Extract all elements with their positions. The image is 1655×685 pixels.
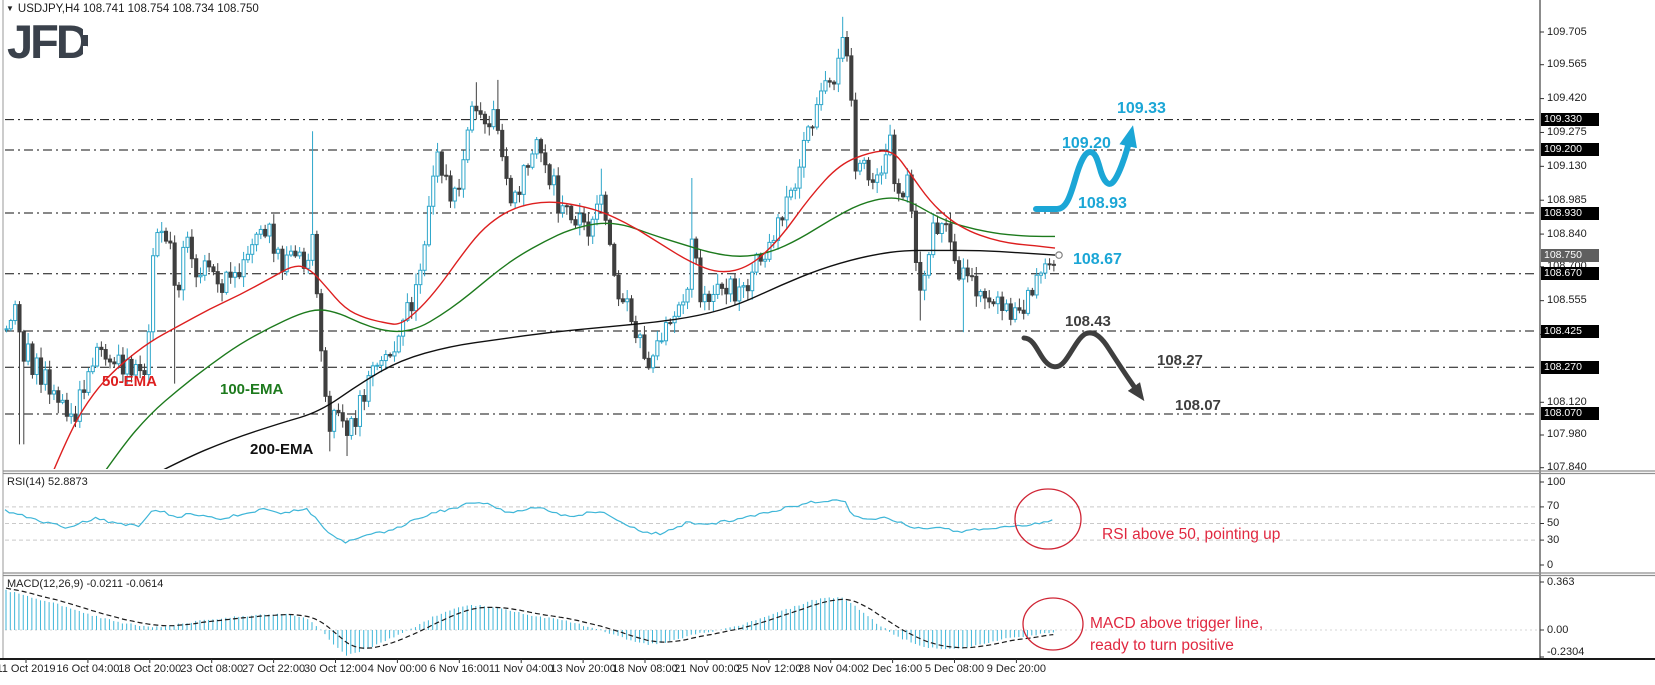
target-price-label: 109.20 <box>1062 135 1111 152</box>
x-axis-label: 11 Nov 04:00 <box>488 663 554 675</box>
price-level-box: 108.270 <box>1541 360 1599 374</box>
x-axis-label: 25 Nov 12:00 <box>736 663 802 675</box>
price-tick-label: 108.840 <box>1547 227 1587 240</box>
rsi-annotation-note: RSI above 50, pointing up <box>1102 526 1281 543</box>
rsi-tick-label: 70 <box>1547 500 1560 513</box>
price-level-box: 109.330 <box>1541 113 1599 127</box>
x-axis-label: 2 Dec 16:00 <box>862 663 923 675</box>
downside-price-label: 108.43 <box>1065 313 1111 330</box>
x-axis-label: 4 Nov 00:00 <box>367 663 428 675</box>
x-axis-label: 6 Nov 16:00 <box>429 663 489 675</box>
ema100-label: 100-EMA <box>220 381 284 398</box>
macd-header: MACD(12,26,9) -0.0211 -0.0614 <box>7 578 164 590</box>
x-axis-label: 21 Nov 00:00 <box>674 663 740 675</box>
current-price-box: 108.750 <box>1541 248 1599 262</box>
macd-annotation-note-line1: MACD above trigger line, <box>1090 615 1264 632</box>
price-level-box: 108.930 <box>1541 206 1599 220</box>
rsi-header: RSI(14) 52.8873 <box>7 476 88 488</box>
price-tick-label: 108.120 <box>1547 395 1587 408</box>
ema200-label: 200-EMA <box>250 441 314 458</box>
target-price-label: 108.93 <box>1078 195 1127 212</box>
x-axis-label: 16 Oct 04:00 <box>56 663 120 675</box>
rsi-tick-label: 50 <box>1547 517 1560 529</box>
rsi-tick-label: 0 <box>1547 558 1554 571</box>
collapse-chevron-icon[interactable]: ▼ <box>6 4 14 13</box>
price-tick-label: 109.420 <box>1547 92 1587 105</box>
price-level-box: 108.070 <box>1541 407 1599 421</box>
price-tick-label: 107.840 <box>1547 461 1587 474</box>
rsi-tick-label: 100 <box>1547 475 1566 488</box>
symbol-ohlc-text: USDJPY,H4 108.741 108.754 108.734 108.75… <box>17 3 259 15</box>
price-level-box: 108.425 <box>1541 324 1599 338</box>
macd-tick-label: 0.363 <box>1547 575 1575 588</box>
x-axis-label: 9 Dec 20:00 <box>986 663 1047 675</box>
macd-annotation-note-line2: ready to turn positive <box>1090 637 1234 654</box>
price-tick-label: 109.705 <box>1547 25 1587 38</box>
target-price-label: 109.33 <box>1117 100 1166 117</box>
rsi-tick-label: 30 <box>1547 533 1560 546</box>
jfd-logo: JFD <box>7 14 90 69</box>
x-axis-label: 23 Oct 08:00 <box>180 663 244 675</box>
downside-price-label: 108.27 <box>1157 352 1203 369</box>
macd-tick-label: 0.00 <box>1547 623 1569 636</box>
jfd-logo-text: JFD <box>7 15 90 68</box>
price-tick-label: 109.130 <box>1547 159 1587 172</box>
x-axis-label: 18 Nov 08:00 <box>612 663 678 675</box>
target-price-label: 108.67 <box>1073 251 1122 268</box>
price-level-box: 109.200 <box>1541 143 1599 157</box>
price-tick-label: 108.555 <box>1547 294 1587 307</box>
price-level-box: 108.670 <box>1541 267 1599 281</box>
x-axis-label: 28 Nov 04:00 <box>797 663 864 675</box>
symbol-header: ▼ USDJPY,H4 108.741 108.754 108.734 108.7… <box>6 3 259 15</box>
x-axis-label: 13 Nov 20:00 <box>550 663 616 675</box>
price-tick-label: 109.565 <box>1547 58 1587 71</box>
price-tick-label: 108.985 <box>1547 193 1587 206</box>
downside-price-label: 108.07 <box>1175 397 1221 414</box>
macd-tick-label: -0.2304 <box>1547 645 1585 658</box>
x-axis-label: 11 Oct 2019 <box>0 663 56 675</box>
price-tick-label: 109.275 <box>1547 125 1587 138</box>
jfd-logo-candle-icon <box>82 27 88 54</box>
x-axis-label: 27 Oct 22:00 <box>242 663 306 675</box>
ema50-label: 50-EMA <box>102 373 158 390</box>
x-axis-label: 5 Dec 08:00 <box>924 663 985 675</box>
x-axis-label: 30 Oct 12:00 <box>304 663 367 675</box>
price-tick-label: 107.980 <box>1547 428 1587 441</box>
x-axis-label: 18 Oct 20:00 <box>118 663 182 675</box>
